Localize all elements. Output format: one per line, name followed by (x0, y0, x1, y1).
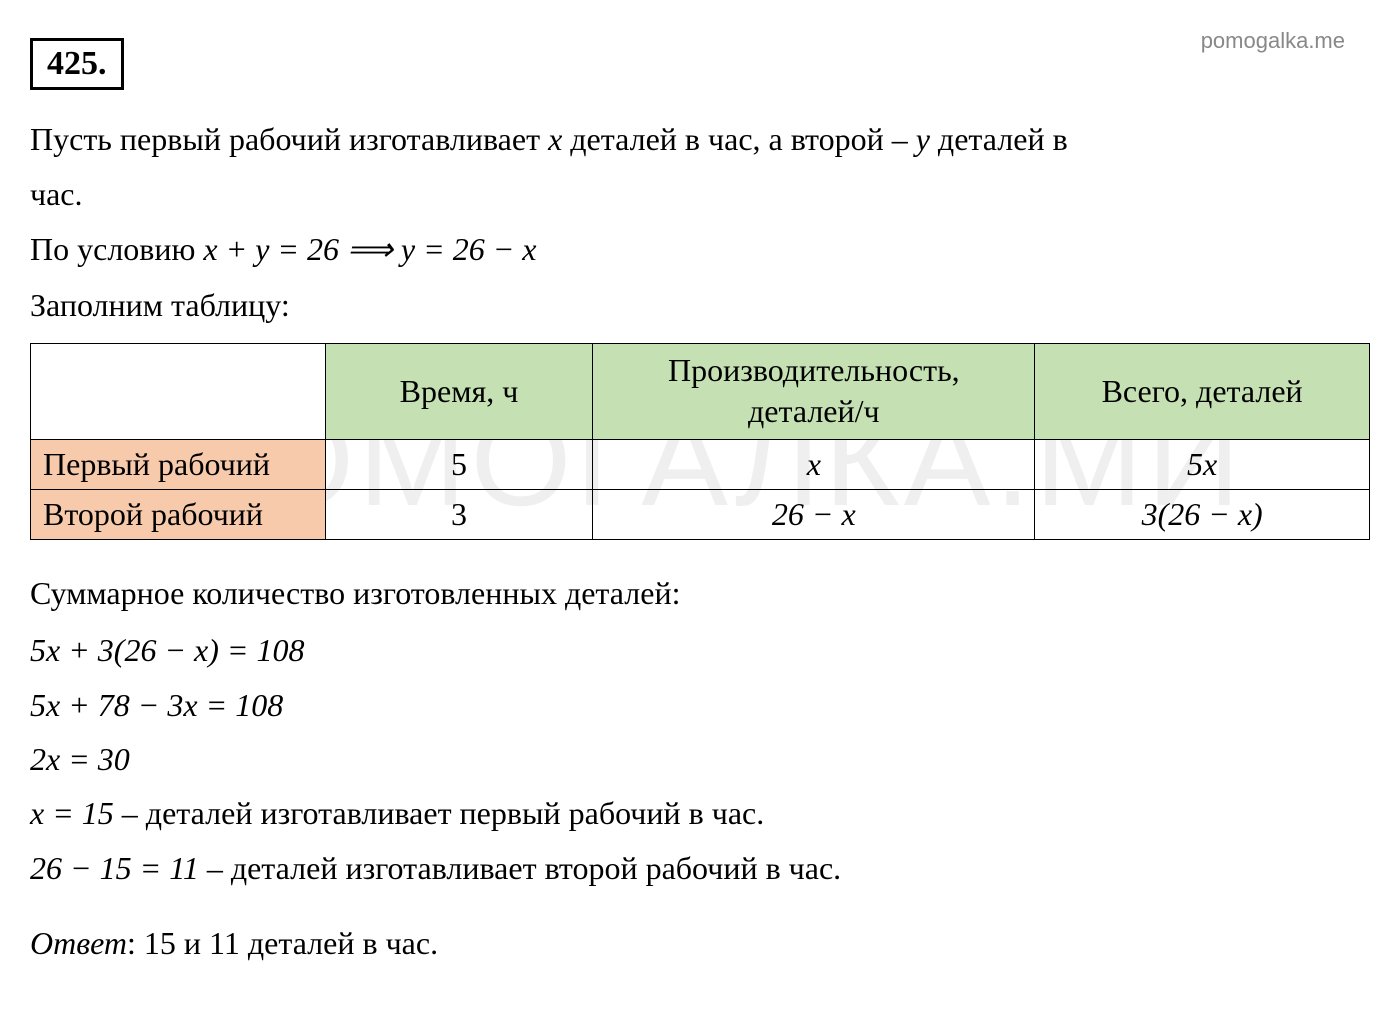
eq5-lhs: 26 − 15 = 11 (30, 850, 199, 886)
table-header-row: Время, ч Производительность, деталей/ч В… (31, 343, 1370, 439)
answer-text: : 15 и 11 деталей в час. (127, 925, 438, 961)
row1-productivity: x (593, 439, 1035, 489)
equation-2: 5x + 78 − 3x = 108 (30, 678, 1370, 732)
row2-label: Второй рабочий (31, 489, 326, 539)
condition-prefix: По условию (30, 231, 203, 267)
row1-time: 5 (325, 439, 593, 489)
productivity-header-line2: деталей/ч (748, 393, 880, 429)
row1-label: Первый рабочий (31, 439, 326, 489)
row2-productivity: 26 − x (593, 489, 1035, 539)
eq4-lhs: x = 15 (30, 795, 114, 831)
productivity-header-line1: Производительность, (668, 352, 960, 388)
intro-var-y: y (916, 121, 930, 157)
answer-line: Ответ: 15 и 11 деталей в час. (30, 925, 1370, 962)
intro-part3: деталей в (930, 121, 1068, 157)
intro-text-line2: час. (30, 169, 1370, 220)
equation-5: 26 − 15 = 11 – деталей изготавливает вто… (30, 841, 1370, 895)
table-intro: Заполним таблицу: (30, 280, 1370, 331)
table-row: Первый рабочий 5 x 5x (31, 439, 1370, 489)
intro-part2: деталей в час, а второй – (562, 121, 915, 157)
problem-number: 425. (30, 38, 124, 90)
equation-4: x = 15 – деталей изготавливает первый ра… (30, 786, 1370, 840)
equation-1: 5x + 3(26 − x) = 108 (30, 623, 1370, 677)
intro-var-x: x (548, 121, 562, 157)
solution-intro: Суммарное количество изготовленных детал… (30, 568, 1370, 619)
row1-total: 5x (1035, 439, 1370, 489)
condition-equation: x + y = 26 ⟹ y = 26 − x (203, 231, 536, 267)
equation-3: 2x = 30 (30, 732, 1370, 786)
table-header-productivity: Производительность, деталей/ч (593, 343, 1035, 439)
table-header-time: Время, ч (325, 343, 593, 439)
watermark-url: pomogalka.me (1201, 28, 1345, 54)
eq4-desc: – деталей изготавливает первый рабочий в… (114, 795, 764, 831)
problem-table: Время, ч Производительность, деталей/ч В… (30, 343, 1370, 540)
row2-total: 3(26 − x) (1035, 489, 1370, 539)
eq5-desc: – деталей изготавливает второй рабочий в… (199, 850, 841, 886)
table-header-total: Всего, деталей (1035, 343, 1370, 439)
condition-line: По условию x + y = 26 ⟹ y = 26 − x (30, 224, 1370, 275)
intro-text-line1: Пусть первый рабочий изготавливает x дет… (30, 114, 1370, 165)
answer-label: Ответ (30, 925, 127, 961)
row2-time: 3 (325, 489, 593, 539)
intro-part1: Пусть первый рабочий изготавливает (30, 121, 548, 157)
table-row: Второй рабочий 3 26 − x 3(26 − x) (31, 489, 1370, 539)
table-corner-cell (31, 343, 326, 439)
